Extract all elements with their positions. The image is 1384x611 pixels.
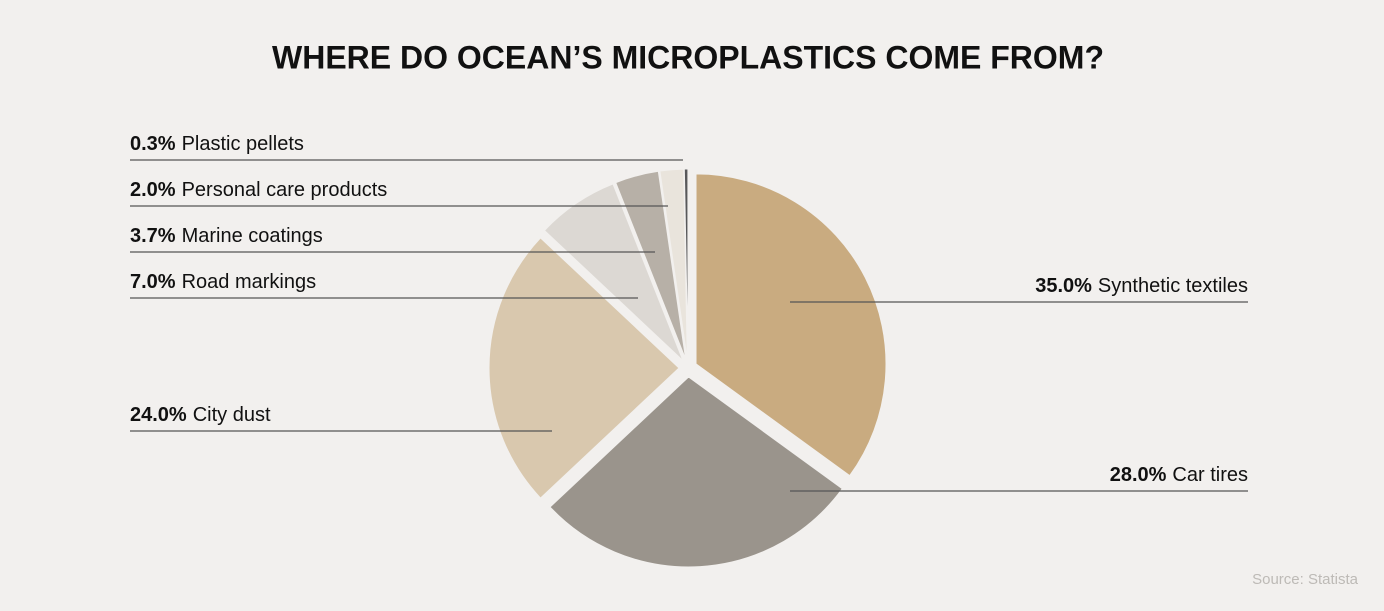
pie-slice xyxy=(683,168,689,360)
value-label: 2.0% xyxy=(130,179,176,201)
pie-slice xyxy=(659,168,688,360)
slice-label: 2.0% Personal care products xyxy=(130,179,387,201)
category-label: Road markings xyxy=(182,271,317,293)
slice-label: 24.0% City dust xyxy=(130,404,271,426)
slice-label: 28.0% Car tires xyxy=(1110,464,1248,486)
category-label: City dust xyxy=(193,404,271,426)
pie-slice xyxy=(549,376,843,568)
pie-slice xyxy=(615,170,687,360)
value-label: 7.0% xyxy=(130,271,176,293)
slice-label: 0.3% Plastic pellets xyxy=(130,133,304,155)
pie-slice xyxy=(488,237,680,499)
category-label: Car tires xyxy=(1172,464,1248,486)
slice-label: 3.7% Marine coatings xyxy=(130,225,323,247)
category-label: Marine coatings xyxy=(182,225,323,247)
category-label: Synthetic textiles xyxy=(1098,275,1248,297)
category-label: Plastic pellets xyxy=(182,133,304,155)
value-label: 3.7% xyxy=(130,225,176,247)
chart-title: WHERE DO OCEAN’S MICROPLASTICS COME FROM… xyxy=(272,39,1104,75)
pie-slice xyxy=(543,183,684,361)
pie-slice xyxy=(695,173,887,477)
category-label: Personal care products xyxy=(182,179,388,201)
slice-label: 7.0% Road markings xyxy=(130,271,316,293)
source: Source: Statista xyxy=(1252,571,1359,588)
value-label: 24.0% xyxy=(130,404,187,426)
value-label: 0.3% xyxy=(130,133,176,155)
slice-label: 35.0% Synthetic textiles xyxy=(1035,275,1248,297)
value-label: 28.0% xyxy=(1110,464,1167,486)
value-label: 35.0% xyxy=(1035,275,1092,297)
